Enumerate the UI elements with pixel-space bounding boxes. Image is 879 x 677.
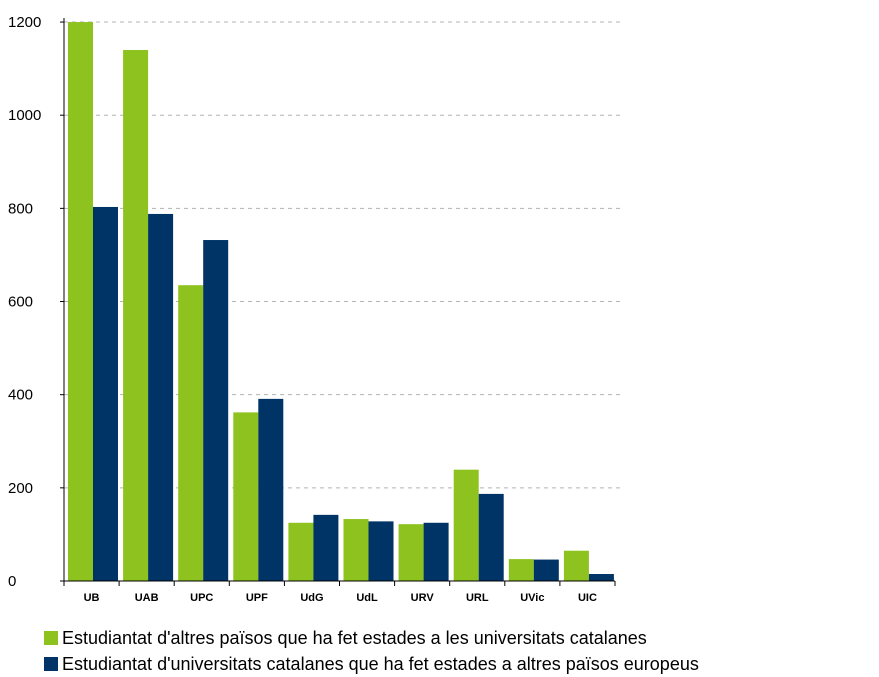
bar-UVic-series-2 [533, 559, 559, 581]
bar-UdG-series-2 [313, 514, 339, 581]
bar-UB-series-1 [68, 22, 93, 582]
y-tick-label: 800 [8, 200, 33, 217]
x-tick-label: UPF [246, 592, 268, 604]
axes: 0 200 400 600 800 1000 1200 UB UAB UPC UPF UdG UdL UR… [8, 14, 616, 604]
bars [68, 22, 614, 582]
x-tick-label: UB [84, 592, 100, 604]
x-tick-label: UVic [520, 592, 544, 604]
legend-label-series-2: Estudiantat d'universitats catalanes que… [62, 653, 699, 674]
bar-UdL-series-1 [343, 519, 369, 581]
x-tick-label: URV [411, 592, 435, 604]
y-tick-label: 1200 [8, 14, 41, 31]
x-tick-label: UdL [356, 592, 378, 604]
bar-chart: 0 200 400 600 800 1000 1200 UB UAB UPC UPF UdG UdL UR… [8, 14, 622, 604]
x-tick-label: UIC [578, 592, 597, 604]
bar-UAB-series-1 [123, 49, 149, 582]
bar-UPC-series-1 [178, 285, 204, 581]
bar-UIC-series-2 [588, 574, 614, 581]
x-tick-label: URL [466, 592, 489, 604]
x-tick-label: UPC [190, 592, 213, 604]
y-tick-label: 0 [8, 573, 16, 590]
legend-item-series-2: Estudiantat d'universitats catalanes que… [44, 651, 699, 677]
bar-UPC-series-2 [203, 240, 229, 581]
legend-item-series-1: Estudiantat d'altres països que ha fet e… [44, 625, 699, 651]
y-tick-label: 200 [8, 480, 33, 497]
bar-URV-series-2 [423, 522, 449, 581]
bar-UAB-series-2 [148, 213, 174, 582]
bar-UdG-series-1 [288, 522, 314, 581]
y-tick-label: 400 [8, 387, 33, 404]
y-tick-label: 600 [8, 294, 33, 311]
bar-URL-series-2 [478, 493, 504, 581]
legend-swatch-series-1 [44, 631, 58, 645]
x-tick-label: UAB [135, 592, 159, 604]
bar-URV-series-1 [398, 524, 424, 581]
legend: Estudiantat d'altres països que ha fet e… [44, 625, 699, 677]
y-tick-label: 1000 [8, 107, 41, 124]
bar-UVic-series-1 [508, 559, 534, 581]
legend-label-series-1: Estudiantat d'altres països que ha fet e… [62, 627, 647, 648]
gridlines [64, 21, 622, 489]
bar-UB-series-2 [93, 206, 118, 582]
bar-UPF-series-1 [233, 412, 259, 581]
bar-UPF-series-2 [258, 398, 284, 581]
x-tick-label: UdG [300, 592, 323, 604]
bar-URL-series-1 [453, 469, 479, 581]
bar-UdL-series-2 [368, 521, 394, 581]
legend-swatch-series-2 [44, 657, 58, 671]
bar-UIC-series-1 [563, 550, 589, 581]
